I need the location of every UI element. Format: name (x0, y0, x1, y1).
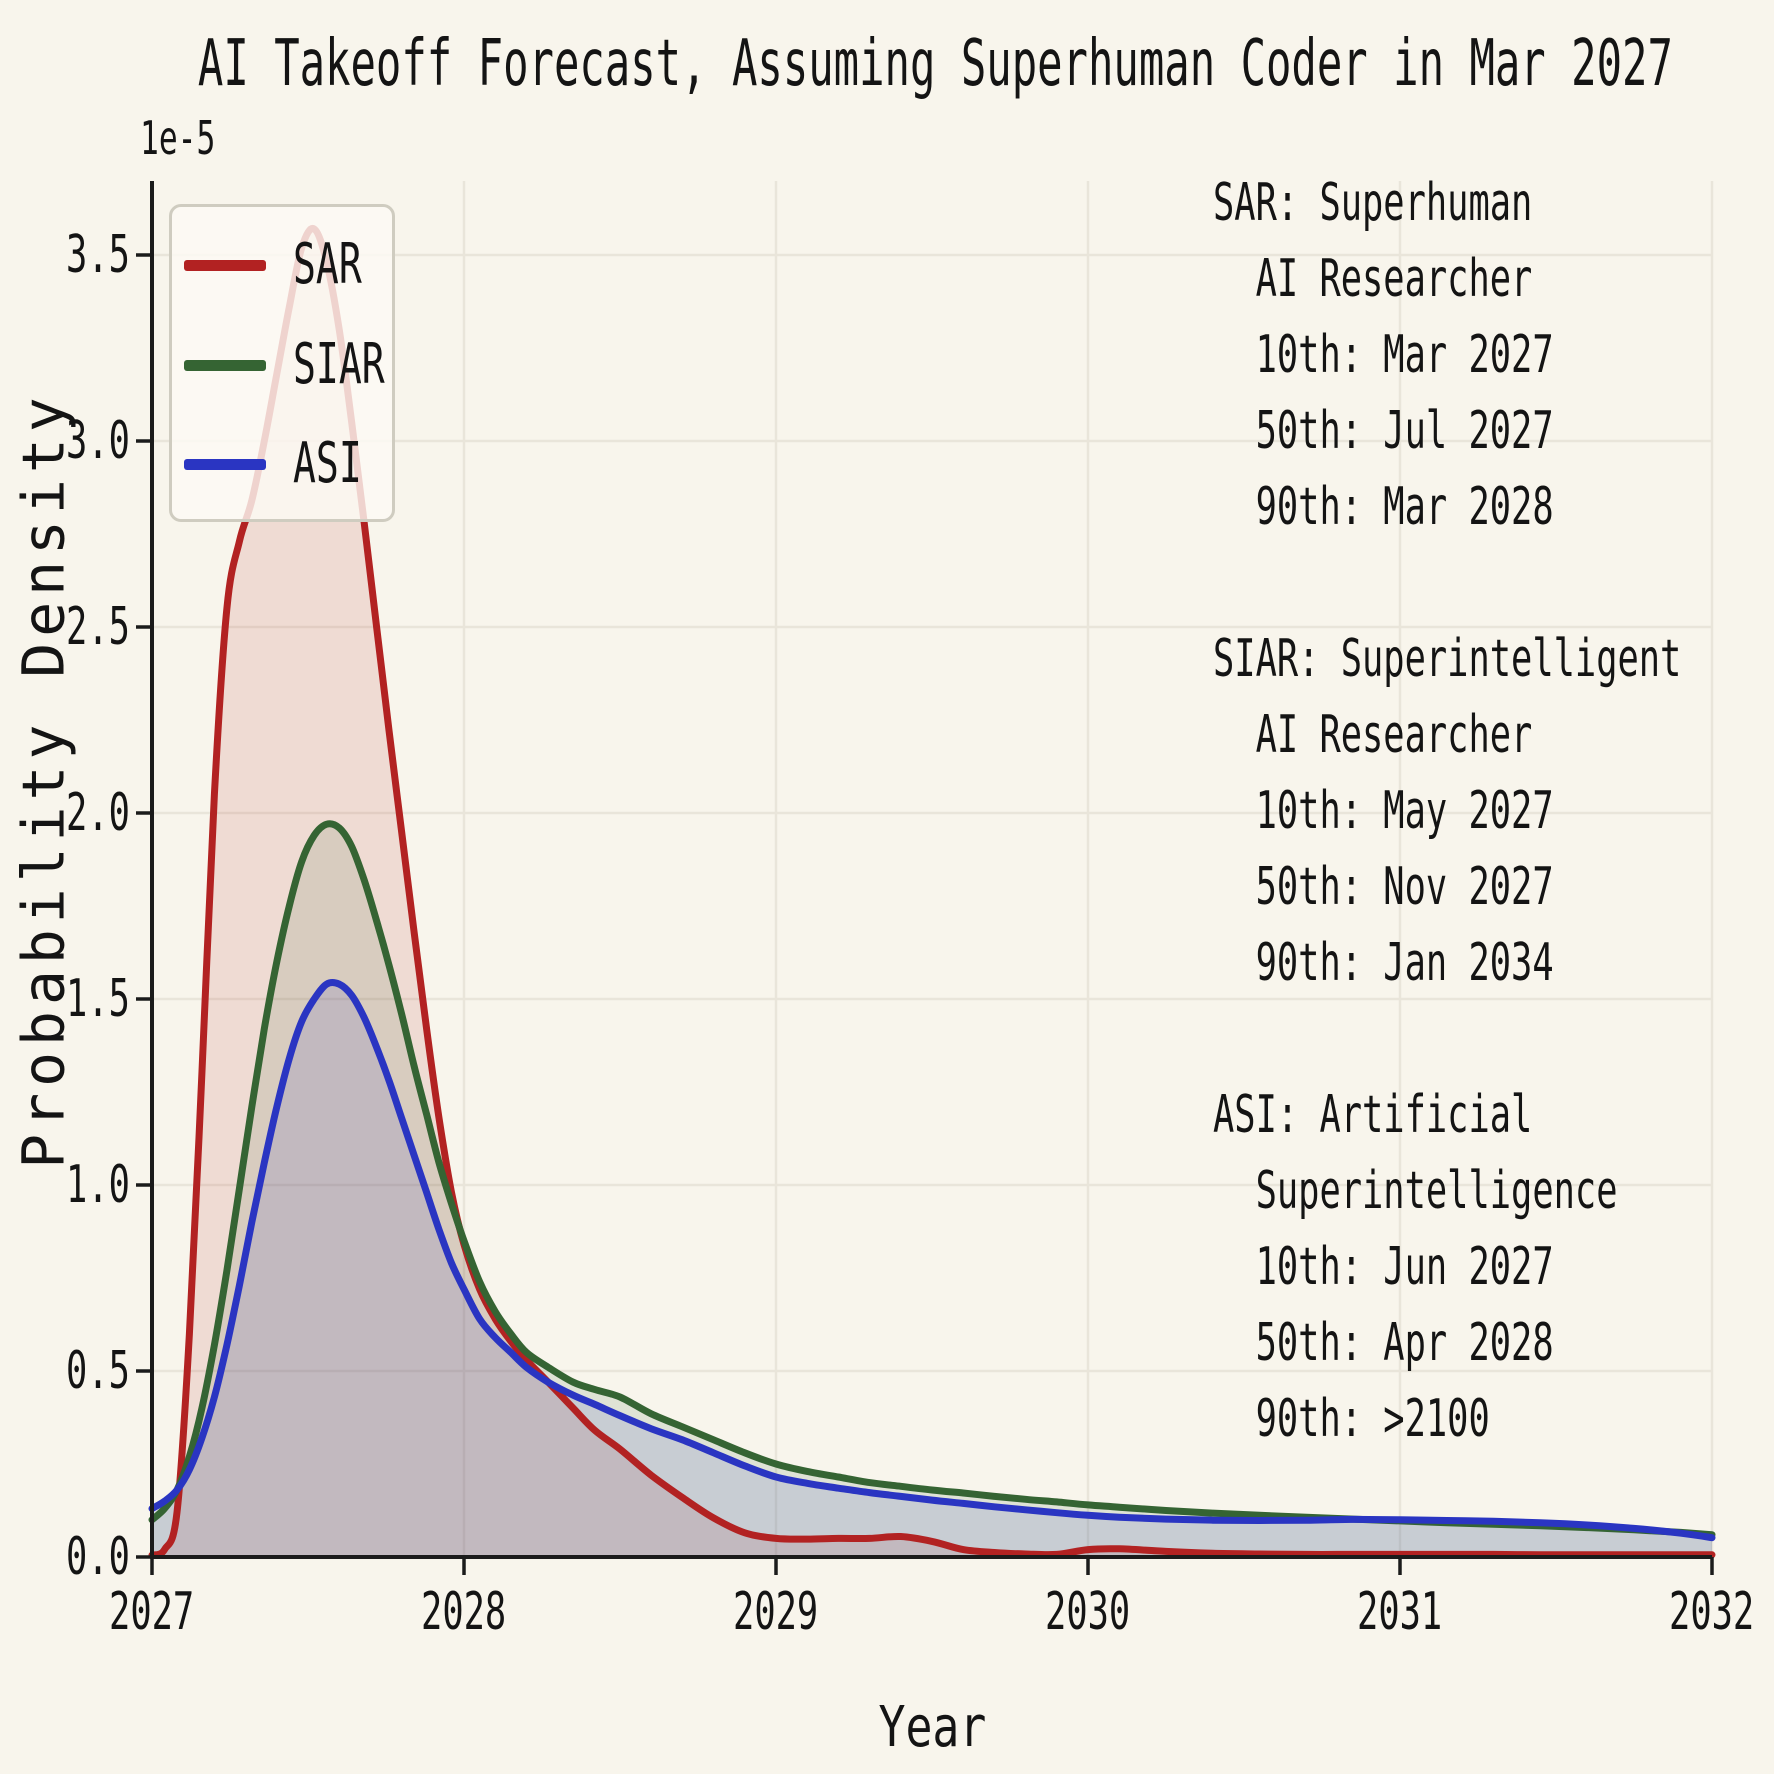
density-fill-asi (152, 982, 1712, 1557)
legend-swatch-siar (184, 360, 266, 371)
legend-swatch-asi (184, 459, 266, 470)
legend-label-siar-text: SIAR (293, 332, 385, 397)
legend-label-sar-text: SAR (293, 232, 362, 297)
axes-spines-and-ticks (136, 181, 1714, 1575)
density-curve-siar (148, 820, 1716, 1539)
legend: SAR SIAR ASI (169, 204, 395, 522)
density-curve-asi (148, 978, 1716, 1542)
chart-title-text: AI Takeoff Forecast, Assuming Superhuman… (197, 27, 1673, 101)
legend-label-asi-text: ASI (293, 431, 362, 496)
gridlines (152, 181, 1714, 1557)
legend-swatch-sar (184, 260, 266, 271)
